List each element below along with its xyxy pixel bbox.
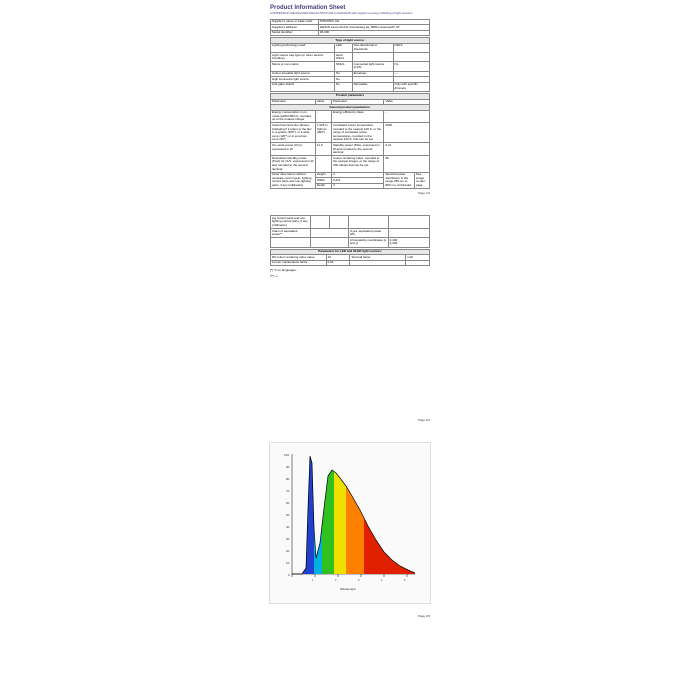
model-value: 28-300 (318, 30, 429, 36)
supplier-table: Supplier's name or trade mark: TRIDONIC … (270, 19, 430, 37)
antiglare-label: Anti-glare shield: (271, 82, 335, 91)
page-num-1: Page 1/3 (270, 191, 430, 195)
energy-label: Energy consumption in on-mode (kWh/1000 … (271, 110, 316, 123)
page-num-3: Page 3/3 (270, 614, 430, 618)
led-table: Parameters for LED and OLED light source… (270, 249, 430, 267)
page2-table-1: ing control parts and non-lighting contr… (270, 215, 430, 247)
connected-value: No (393, 62, 429, 71)
tech-value: LED (334, 43, 352, 52)
mains-label: Mains or non-mains: (271, 62, 335, 71)
svg-text:80: 80 (286, 477, 290, 481)
pon-value: 11,9 (315, 143, 331, 156)
spd-value: See image on last page (414, 172, 429, 189)
mains-value: NMLS (334, 62, 352, 71)
cct-value: 3000 (384, 123, 430, 143)
antiglare-value: No (334, 82, 352, 91)
svg-text:3: 3 (358, 579, 360, 582)
direct-label: Non-directional or directional: (352, 43, 393, 52)
svg-text:40: 40 (286, 525, 290, 529)
lmf-value: 0,94 (326, 260, 350, 266)
flux-label: Useful luminous flux (Φuse), indicating … (271, 123, 316, 143)
dim-d-v: 4 (331, 183, 384, 189)
svg-text:30: 30 (286, 537, 290, 541)
model-label: Model identifier: (271, 30, 319, 36)
svg-text:100: 100 (284, 453, 289, 457)
chrom-label: Chromaticity coordinates (x and y) (348, 238, 388, 247)
type-table: Type of light source: Lighting technolog… (270, 37, 430, 92)
spd-label: Spectral power distribution in the range… (384, 172, 414, 189)
svg-text:0: 0 (288, 573, 290, 577)
spectrum-svg: 100 90 80 70 60 50 40 30 20 10 0 (280, 448, 420, 598)
dimmable-value: Only with specific dimmers (393, 82, 429, 91)
svg-text:4: 4 (381, 579, 383, 582)
eff-value: - (384, 110, 430, 123)
lmf-label: Lumen maintenance factor (271, 260, 327, 266)
equiv-val-label: If yes, equivalent power (W) (348, 229, 388, 238)
dimmable-label: Dimmable: (352, 82, 393, 91)
svg-text:20: 20 (286, 549, 290, 553)
direct-value: NDLS (393, 43, 429, 52)
pnet-label: Networked standby power (Pnet) for CLS, … (271, 156, 316, 172)
page-2: ing control parts and non-lighting contr… (270, 215, 430, 422)
psb-label: Standby power (Psb), expressed in W and … (331, 143, 384, 156)
eff-label: Energy efficiency class (331, 110, 384, 123)
control-label: ing control parts and non-lighting contr… (271, 216, 311, 229)
flux-value: 1.525 in Sphere (360°) (315, 123, 331, 143)
cap-value: Hard Wired (334, 53, 352, 62)
tech-label: Lighting technology used: (271, 43, 335, 52)
page-num-2: Page 2/3 (270, 418, 430, 422)
energy-value: - (315, 110, 331, 123)
svg-text:50: 50 (286, 513, 290, 517)
cap-label: Light source cap-type (or other electric… (271, 53, 335, 62)
dim-d: Depth (315, 183, 331, 189)
pon-label: On-mode power (Pon), expressed in W (271, 143, 316, 156)
footnote-a: (*) *1 on languages, (270, 268, 430, 272)
spectrum-chart: 100 90 80 70 60 50 40 30 20 10 0 (269, 442, 431, 604)
svg-text:90: 90 (286, 465, 290, 469)
psb-value: 0,21 (384, 143, 430, 156)
equiv-val: - (388, 229, 429, 238)
footnote-b: (**) -/- (270, 274, 430, 278)
svg-text:70: 70 (286, 489, 290, 493)
pnet-value: - (315, 156, 331, 172)
svg-text:2: 2 (335, 579, 337, 582)
cct-label: Correlated colour temperature, rounded t… (331, 123, 384, 143)
params-table: Product parameters Parameter Value Param… (270, 93, 430, 189)
svg-text:5: 5 (404, 579, 406, 582)
x-axis-label: Wavelength (340, 587, 356, 591)
cri-label: Colour rendering index, rounded to the n… (331, 156, 384, 172)
chrom-y: 0,403 (390, 241, 398, 245)
connected-label: Connected light source (CLS): (352, 62, 393, 71)
equiv-label: Claim of equivalent power** (271, 229, 311, 238)
page-1: Product Information Sheet COMMISSION DEL… (270, 5, 430, 195)
svg-text:1: 1 (312, 579, 314, 582)
dim-label: Outer dimensions without separate contro… (271, 172, 316, 189)
svg-text:60: 60 (286, 501, 290, 505)
cri-value: 80 (384, 156, 430, 172)
doc-subtitle: COMMISSION DELEGATED REGULATION (EU) 201… (270, 12, 430, 16)
svg-text:10: 10 (286, 561, 290, 565)
